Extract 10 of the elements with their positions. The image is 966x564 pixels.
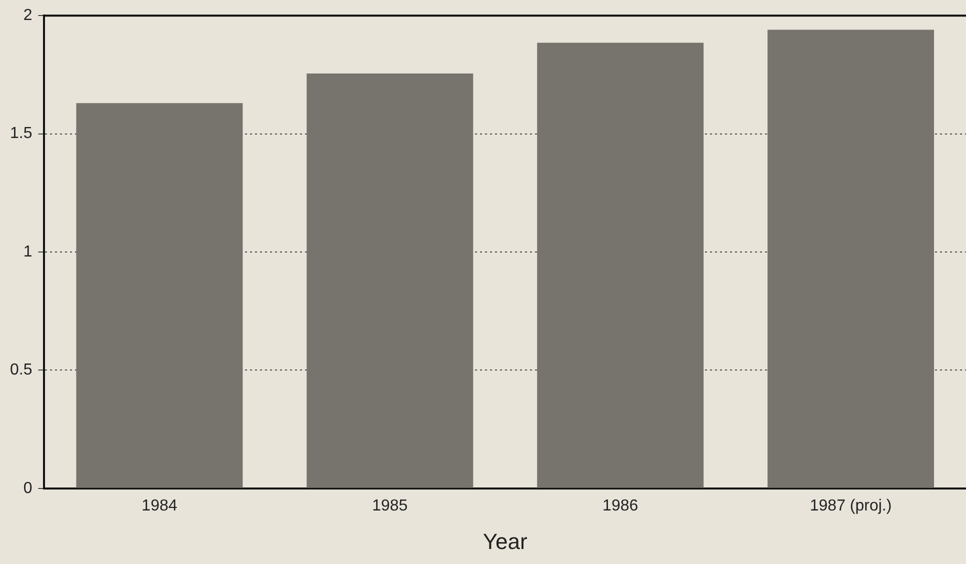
x-axis-title: Year bbox=[482, 528, 528, 554]
y-tick-label: 0.5 bbox=[10, 362, 32, 379]
x-tick-label: 1985 bbox=[372, 497, 408, 514]
y-tick-label: 1 bbox=[23, 243, 32, 260]
x-tick-label: 1986 bbox=[602, 497, 638, 514]
x-tick-label: 1987 (proj.) bbox=[810, 497, 892, 514]
y-tick-label: 2 bbox=[23, 7, 32, 24]
x-tick-label: 1984 bbox=[142, 497, 178, 514]
y-tick-label: 1.5 bbox=[10, 125, 32, 142]
y-tick-label: 0 bbox=[23, 480, 32, 497]
